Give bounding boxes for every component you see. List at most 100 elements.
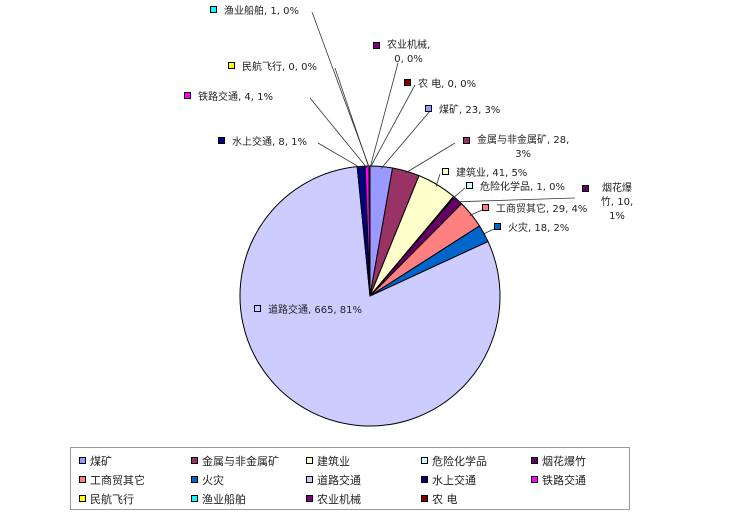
leader-line (435, 173, 441, 187)
label-marker-icon (404, 79, 411, 86)
leader-line (380, 110, 431, 169)
leader-line (369, 62, 399, 169)
legend-swatch-icon (421, 476, 428, 483)
legend-swatch-icon (421, 457, 428, 464)
legend-swatch-icon (421, 495, 428, 502)
legend-swatch-icon (306, 457, 313, 464)
label-marker-icon (442, 168, 449, 175)
legend-item: 民航飞行 (79, 491, 134, 507)
legend-item: 煤矿 (79, 453, 112, 469)
data-label: 水上交通, 8, 1% (218, 136, 307, 150)
data-label-text: 农 电, 0, 0% (418, 79, 477, 90)
data-label: 建筑业, 41, 5% (442, 167, 527, 181)
legend-swatch-icon (531, 457, 538, 464)
label-marker-icon (218, 137, 225, 144)
data-label-text: 工商贸其它, 29, 4% (496, 204, 588, 215)
label-marker-icon (184, 92, 191, 99)
legend-label: 农业机械 (317, 493, 361, 506)
leader-line (309, 97, 368, 169)
leader-line (369, 84, 416, 169)
leader-line (405, 142, 456, 174)
data-label-text: 火灾, 18, 2% (508, 223, 570, 234)
data-label-text: 道路交通, 665, 81% (268, 305, 363, 316)
data-label-text: 建筑业, 41, 5% (456, 168, 528, 179)
legend-swatch-icon (306, 495, 313, 502)
legend-item: 火灾 (191, 472, 224, 488)
legend: 煤矿 金属与非金属矿 建筑业 危险化学品 烟花爆竹工商贸其它 火灾 道路交通 水上交通 铁路交通… (70, 447, 630, 510)
data-label-text: 渔业船舶, 1, 0% (224, 6, 299, 17)
legend-label: 渔业船舶 (202, 493, 246, 506)
legend-item: 道路交通 (306, 472, 361, 488)
legend-swatch-icon (79, 457, 86, 464)
legend-label: 建筑业 (317, 455, 350, 468)
legend-item: 渔业船舶 (191, 491, 246, 507)
data-label-text: 煤矿, 23, 3% (439, 105, 501, 116)
data-label: 铁路交通, 4, 1% (184, 91, 273, 105)
legend-item: 烟花爆竹 (531, 453, 586, 469)
legend-item: 水上交通 (421, 472, 476, 488)
legend-item: 金属与非金属矿 (191, 453, 279, 469)
legend-label: 煤矿 (90, 455, 112, 468)
legend-label: 危险化学品 (432, 455, 487, 468)
legend-item: 危险化学品 (421, 453, 487, 469)
leader-line (456, 197, 576, 203)
data-label: 金属与非金属矿, 28, 3% (463, 135, 570, 162)
leader-line (469, 209, 483, 216)
legend-label: 火灾 (202, 474, 224, 487)
label-marker-icon (466, 182, 473, 189)
label-marker-icon (482, 204, 489, 211)
legend-label: 水上交通 (432, 474, 476, 487)
data-label: 渔业船舶, 1, 0% (210, 5, 299, 19)
legend-swatch-icon (191, 476, 198, 483)
label-marker-icon (463, 137, 470, 144)
label-marker-icon (228, 62, 235, 69)
legend-label: 金属与非金属矿 (202, 455, 279, 468)
legend-label: 烟花爆竹 (542, 455, 586, 468)
legend-swatch-icon (191, 495, 198, 502)
data-label: 道路交通, 665, 81% (254, 304, 362, 318)
leader-line (452, 187, 466, 199)
label-marker-icon (494, 223, 501, 230)
label-marker-icon (254, 305, 261, 312)
legend-label: 工商贸其它 (90, 474, 145, 487)
legend-swatch-icon (306, 476, 313, 483)
legend-swatch-icon (191, 457, 198, 464)
data-label: 危险化学品, 1, 0% (466, 181, 565, 195)
data-label-text: 农业机械, 0, 0% (387, 40, 431, 65)
leader-line (317, 142, 362, 169)
legend-item: 建筑业 (306, 453, 350, 469)
legend-swatch-icon (79, 476, 86, 483)
data-label: 烟花爆竹, 10, 1% (582, 183, 638, 224)
legend-label: 民航飞行 (90, 493, 134, 506)
legend-item: 工商贸其它 (79, 472, 145, 488)
data-label-text: 烟花爆竹, 10, 1% (600, 183, 634, 222)
leader-line (311, 11, 370, 169)
legend-item: 铁路交通 (531, 472, 586, 488)
data-label: 煤矿, 23, 3% (425, 104, 500, 118)
label-marker-icon (210, 6, 217, 13)
data-label-text: 民航飞行, 0, 0% (242, 62, 317, 73)
legend-item: 农 电 (421, 491, 458, 507)
label-marker-icon (373, 42, 380, 49)
pie-slice-7 (239, 166, 501, 427)
label-marker-icon (425, 105, 432, 112)
legend-swatch-icon (531, 476, 538, 483)
data-label-text: 水上交通, 8, 1% (232, 137, 307, 148)
label-marker-icon (582, 185, 589, 192)
legend-item: 农业机械 (306, 491, 361, 507)
data-label: 农业机械, 0, 0% (373, 40, 431, 67)
legend-swatch-icon (79, 495, 86, 502)
leader-line (482, 228, 495, 235)
legend-label: 铁路交通 (542, 474, 586, 487)
data-label-text: 铁路交通, 4, 1% (198, 92, 273, 103)
data-label: 农 电, 0, 0% (404, 78, 476, 92)
data-label: 工商贸其它, 29, 4% (482, 203, 587, 217)
legend-label: 道路交通 (317, 474, 361, 487)
data-label-text: 危险化学品, 1, 0% (480, 182, 565, 193)
data-label: 火灾, 18, 2% (494, 222, 569, 236)
legend-label: 农 电 (432, 493, 458, 506)
data-label: 民航飞行, 0, 0% (228, 61, 317, 75)
data-label-text: 金属与非金属矿, 28, 3% (477, 135, 570, 160)
